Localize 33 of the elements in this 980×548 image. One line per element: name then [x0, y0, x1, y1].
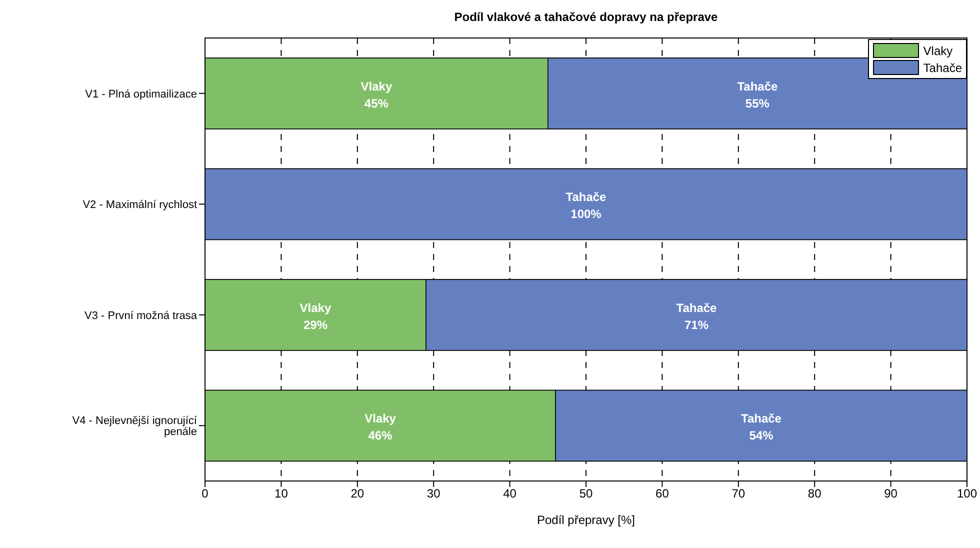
- text: Vlaky: [360, 79, 392, 94]
- text: Tahače: [741, 412, 782, 426]
- data-label: 29%: [303, 318, 328, 332]
- text: Tahače: [566, 190, 606, 204]
- legend-label: Tahače: [923, 60, 962, 74]
- text: Vlaky: [300, 300, 332, 315]
- text: Tahače: [676, 300, 717, 315]
- x-tick-label: 90: [884, 486, 898, 501]
- y-tick-label: V4 - Nejlevnější ignorující penále: [72, 415, 198, 438]
- data-label: 54%: [749, 428, 774, 443]
- data-label: 55%: [745, 96, 770, 110]
- data-label: 100%: [570, 207, 602, 222]
- x-tick-label: 80: [808, 486, 822, 501]
- x-tick-label: 70: [732, 486, 746, 501]
- data-label: 46%: [368, 428, 393, 443]
- x-tick-label: 60: [656, 486, 670, 501]
- x-tick-label: 50: [579, 486, 593, 501]
- x-tick-label: 40: [503, 486, 517, 501]
- text: Vlaky: [364, 412, 396, 426]
- data-label: 45%: [364, 96, 389, 110]
- legend-label: Vlaky: [923, 44, 953, 58]
- y-tick-label: V2 - Maximální rychlost: [82, 199, 197, 212]
- text: Tahače: [737, 79, 778, 94]
- x-tick-label: 100: [956, 486, 978, 501]
- x-tick-label: 0: [202, 486, 209, 501]
- x-tick-label: 10: [274, 486, 288, 501]
- data-label: 71%: [684, 318, 709, 332]
- y-tick-label: V3 - První možná trasa: [84, 310, 198, 322]
- x-tick-label: 30: [426, 486, 441, 501]
- y-tick-label: V1 - Plná optimailizace: [85, 88, 197, 100]
- chart-title: Podíl vlakové a tahačové dopravy na přeprave: [453, 10, 719, 24]
- x-axis-title: Podíl přepravy [%]: [536, 513, 636, 527]
- x-tick-label: 20: [350, 486, 364, 501]
